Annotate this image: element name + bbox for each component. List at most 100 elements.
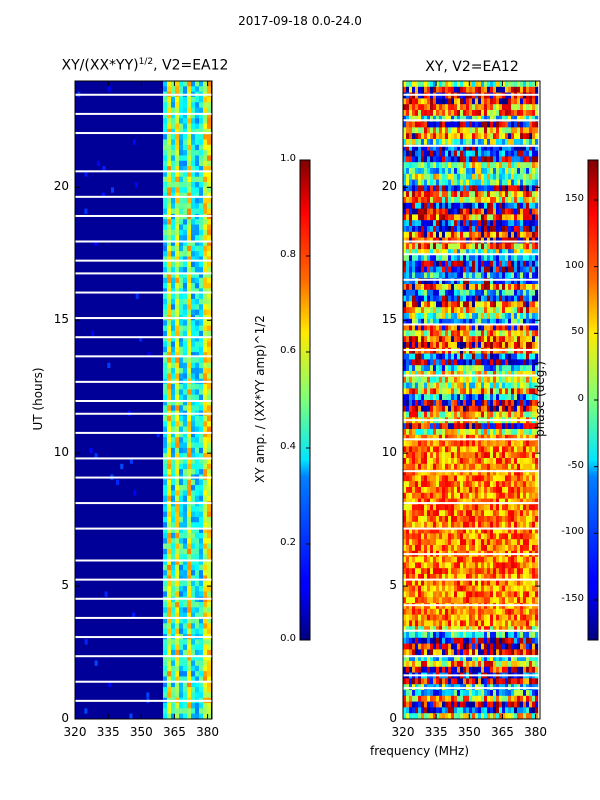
left-heat-cell — [163, 389, 167, 396]
right-heat-cell — [526, 365, 530, 372]
right-heat-cell — [415, 324, 419, 331]
right-heat-cell — [502, 185, 506, 192]
left-heat-cell — [171, 703, 175, 709]
right-heat-cell — [421, 487, 425, 494]
right-heat-cell — [406, 376, 410, 384]
left-heat-cell — [175, 288, 179, 295]
right-heat-cell — [418, 278, 422, 285]
left-heat-cell — [187, 107, 191, 114]
right-heat-cell — [481, 144, 485, 152]
right-heat-cell — [520, 208, 524, 215]
right-heat-cell — [520, 498, 524, 505]
right-heat-cell — [442, 359, 446, 366]
left-heat-cell — [191, 288, 195, 295]
right-heat-cell — [424, 115, 428, 123]
right-heat-cell — [454, 156, 458, 163]
right-heat-cell — [430, 272, 434, 279]
right-heat-cell — [469, 104, 473, 111]
right-heat-cell — [451, 127, 455, 134]
left-heat-cell — [175, 171, 179, 178]
left-heat-cell — [207, 203, 211, 210]
right-heat-cell — [475, 208, 479, 215]
left-heat-cell — [175, 479, 179, 486]
right-heat-cell — [427, 139, 431, 146]
left-heat-cell — [195, 570, 199, 576]
right-heat-cell — [535, 266, 539, 273]
left-heat-cell — [175, 564, 179, 571]
left-heat-cell — [203, 150, 207, 156]
right-heat-cell — [460, 434, 464, 442]
right-heat-cell — [523, 388, 527, 395]
right-heat-cell — [502, 411, 506, 418]
left-heat-cell — [207, 527, 211, 534]
right-heat-cell — [445, 313, 449, 320]
right-heat-cell — [535, 313, 539, 320]
right-heat-cell — [454, 504, 458, 511]
right-heat-cell — [412, 469, 416, 476]
right-heat-cell — [457, 382, 461, 389]
right-heat-cell — [466, 318, 470, 326]
right-heat-cell — [535, 284, 539, 291]
right-heat-cell — [517, 266, 521, 273]
right-heat-cell — [454, 458, 458, 465]
right-heat-cell — [478, 191, 482, 198]
right-heat-cell — [445, 498, 449, 505]
right-heat-cell — [436, 289, 440, 297]
right-heat-cell — [406, 411, 410, 418]
left-heat-cell — [171, 219, 175, 226]
left-heat-cell — [167, 469, 171, 475]
right-heat-cell — [529, 220, 533, 227]
left-heat-cell — [171, 171, 175, 178]
right-heat-cell — [508, 243, 512, 250]
right-heat-cell — [421, 353, 425, 360]
left-heat-cell — [163, 192, 167, 199]
right-heat-cell — [514, 492, 518, 500]
right-heat-cell — [448, 469, 452, 476]
right-heat-cell — [523, 504, 527, 511]
right-heat-cell — [442, 434, 446, 442]
right-heat-cell — [418, 365, 422, 372]
left-heat-cell — [167, 325, 171, 332]
right-heat-cell — [490, 249, 494, 256]
right-heat-cell — [505, 376, 509, 384]
left-heat-cell — [179, 171, 183, 178]
right-heat-cell — [436, 516, 440, 523]
right-heat-cell — [502, 220, 506, 227]
left-heat-cell — [175, 602, 179, 608]
right-heat-cell — [487, 388, 491, 395]
right-heat-cell — [451, 371, 455, 378]
right-heat-cell — [403, 516, 407, 523]
right-heat-cell — [493, 481, 497, 488]
left-flag-gap — [75, 699, 212, 702]
right-heat-cell — [472, 498, 476, 505]
left-heat-cell — [171, 580, 175, 587]
left-heat-cell — [183, 330, 187, 337]
left-flag-gap — [75, 680, 212, 683]
right-heat-cell — [457, 220, 461, 227]
right-heat-cell — [448, 498, 452, 505]
left-heat-cell — [183, 538, 187, 545]
right-heat-cell — [448, 110, 452, 117]
right-heat-cell — [406, 307, 410, 314]
left-heat-cell — [175, 490, 179, 497]
right-heat-cell — [514, 231, 518, 239]
right-heat-cell — [430, 487, 434, 494]
right-heat-cell — [517, 168, 521, 175]
right-heat-cell — [415, 127, 419, 134]
right-heat-cell — [520, 266, 524, 273]
left-heat-cell — [179, 612, 183, 619]
left-heat-cell — [167, 639, 171, 646]
right-heat-cell — [463, 527, 467, 534]
right-heat-cell — [508, 197, 512, 204]
right-heat-cell — [439, 110, 443, 117]
right-heat-cell — [424, 226, 428, 233]
right-heat-cell — [484, 220, 488, 227]
right-heat-cell — [532, 336, 536, 343]
right-heat-cell — [511, 388, 515, 395]
right-heat-cell — [532, 289, 536, 297]
right-heat-cell — [484, 475, 488, 482]
right-heat-cell — [463, 394, 467, 401]
right-heat-cell — [433, 516, 437, 523]
right-heat-cell — [535, 127, 539, 134]
right-heat-cell — [484, 458, 488, 465]
